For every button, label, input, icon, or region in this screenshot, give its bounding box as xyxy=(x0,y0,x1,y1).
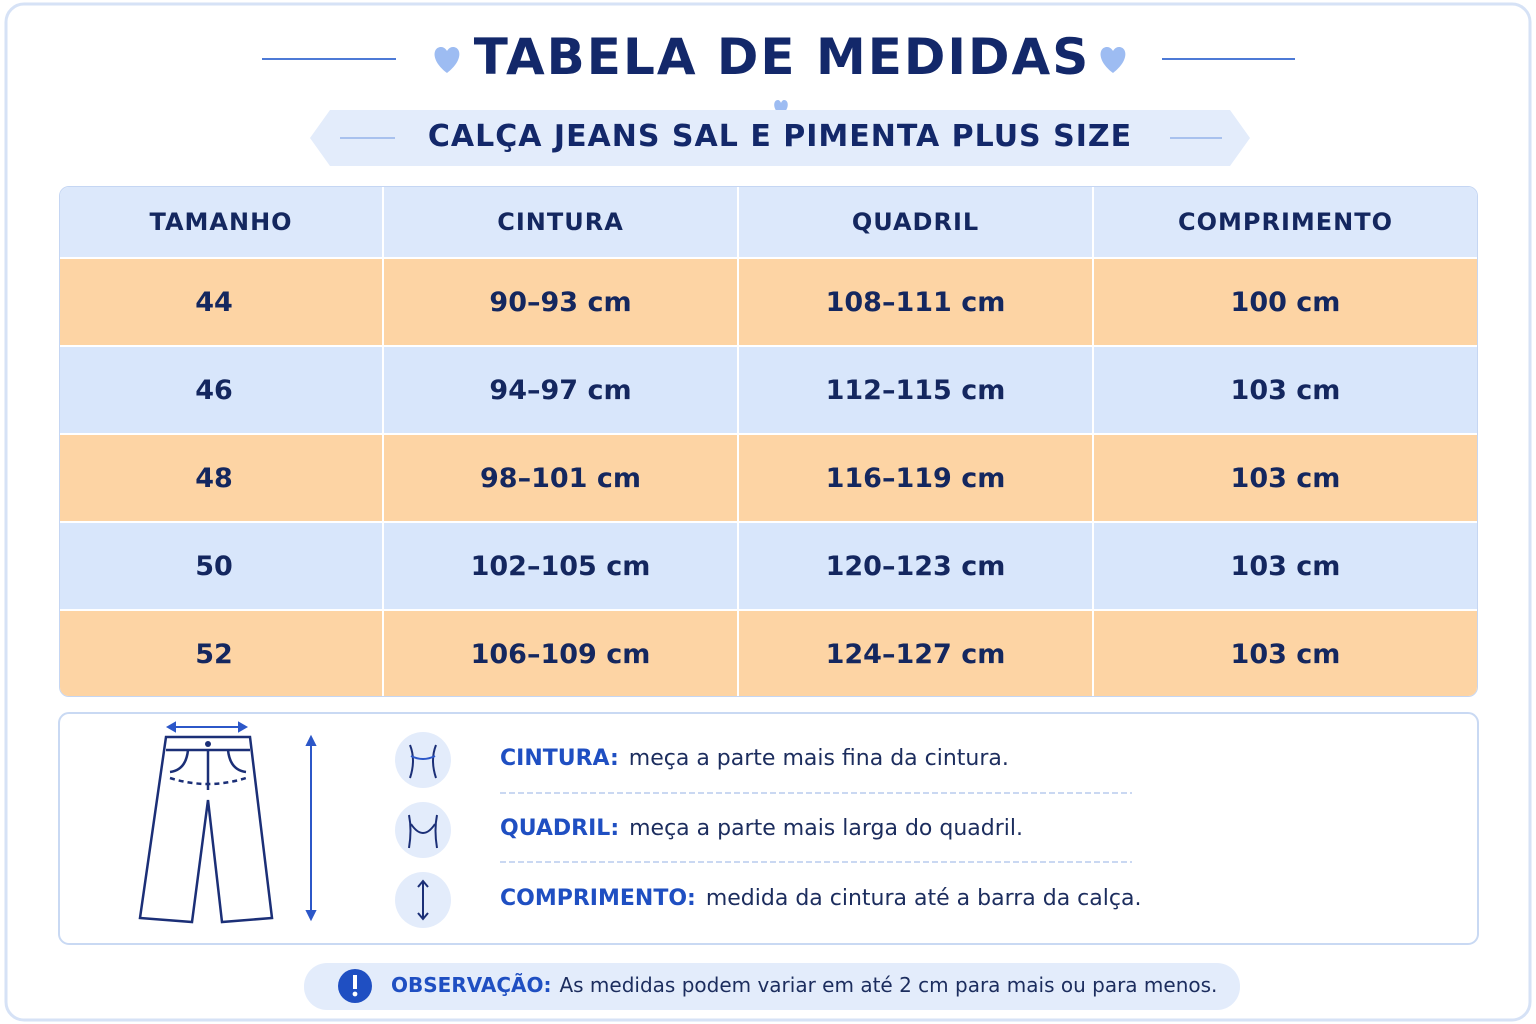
guide-text: medida da cintura até a barra da calça. xyxy=(705,886,1142,911)
measure-cell: 94–97 cm xyxy=(384,347,739,435)
measure-cell: 103 cm xyxy=(1094,523,1477,611)
measure-cell: 98–101 cm xyxy=(384,435,739,523)
guide-text: meça a parte mais larga do quadril. xyxy=(629,816,1023,841)
note-text: As medidas podem variar em até 2 cm para… xyxy=(559,973,1218,997)
size-cell: 48 xyxy=(60,435,384,523)
title: TABELA DE MEDIDAS xyxy=(473,28,1091,86)
measure-cell: 90–93 cm xyxy=(384,259,739,347)
measure-cell: 106–109 cm xyxy=(384,611,739,696)
measure-cell: 103 cm xyxy=(1094,611,1477,696)
column-header: COMPRIMENTO xyxy=(1094,187,1477,259)
guide-label: QUADRIL: xyxy=(500,816,620,841)
size-cell: 44 xyxy=(60,259,384,347)
size-table: TAMANHO CINTURA QUADRIL COMPRIMENTO 44 90–93 … xyxy=(59,186,1478,697)
measure-cell: 120–123 cm xyxy=(739,523,1094,611)
column-header: QUADRIL xyxy=(739,187,1094,259)
guide-label: COMPRIMENTO: xyxy=(500,886,696,911)
column-header: CINTURA xyxy=(384,187,739,259)
measure-cell: 124–127 cm xyxy=(739,611,1094,696)
measure-cell: 100 cm xyxy=(1094,259,1477,347)
measure-cell: 103 cm xyxy=(1094,347,1477,435)
note: OBSERVAÇÃO: As medidas podem variar em at… xyxy=(391,973,1217,997)
size-cell: 52 xyxy=(60,611,384,696)
guide-item: QUADRIL: meça a parte mais larga do quadr… xyxy=(500,816,1023,841)
guide-item: CINTURA: meça a parte mais fina da cintur… xyxy=(500,746,1009,771)
note-label: OBSERVAÇÃO: xyxy=(391,973,552,997)
guide-item: COMPRIMENTO: medida da cintura até a barr… xyxy=(500,886,1141,911)
measure-cell: 102–105 cm xyxy=(384,523,739,611)
subtitle: CALÇA JEANS SAL E PIMENTA PLUS SIZE xyxy=(427,119,1133,154)
measure-cell: 103 cm xyxy=(1094,435,1477,523)
guide-text: meça a parte mais fina da cintura. xyxy=(628,746,1009,771)
column-header: TAMANHO xyxy=(60,187,384,259)
size-cell: 50 xyxy=(60,523,384,611)
measure-cell: 108–111 cm xyxy=(739,259,1094,347)
size-cell: 46 xyxy=(60,347,384,435)
measure-cell: 112–115 cm xyxy=(739,347,1094,435)
guide-label: CINTURA: xyxy=(500,746,619,771)
measure-cell: 116–119 cm xyxy=(739,435,1094,523)
